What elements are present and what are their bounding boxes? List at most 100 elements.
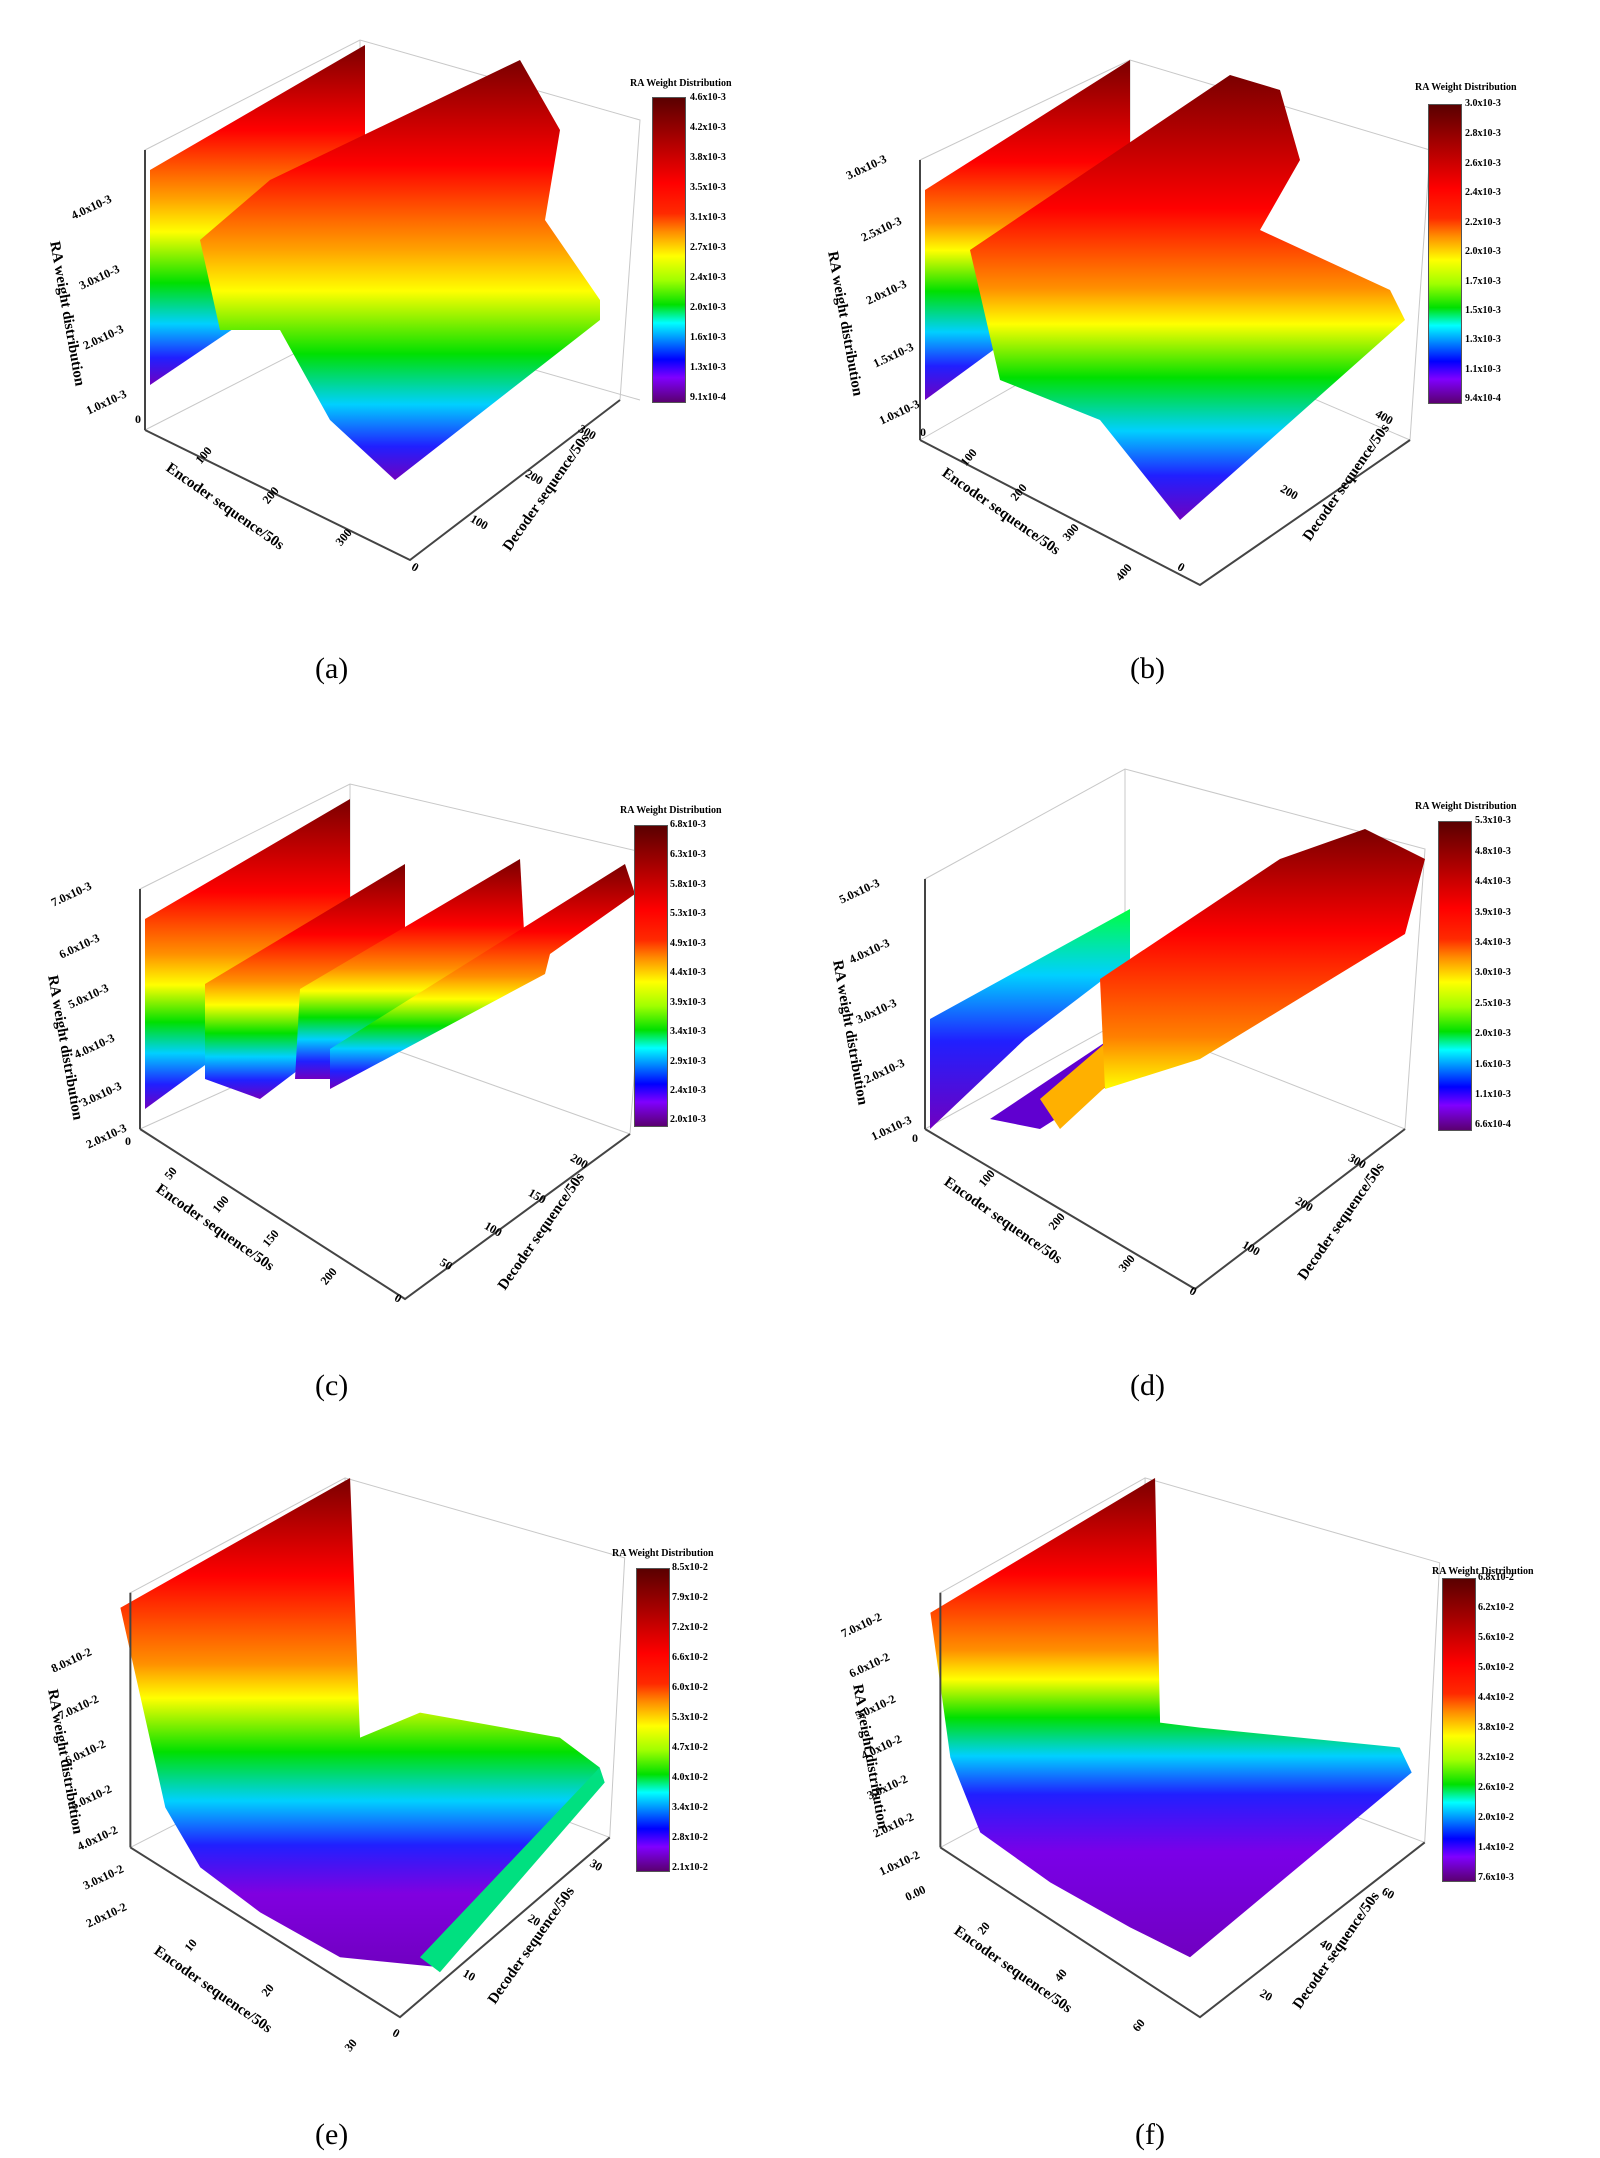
- colorbar-tick: 5.8x10-3: [670, 879, 706, 890]
- colorbar: [1442, 1578, 1476, 1882]
- colorbar-tick: 3.9x10-3: [670, 997, 706, 1008]
- panel-c: RA Weight Distribution 6.8x10-3 6.3x10-3…: [0, 719, 800, 1438]
- colorbar-tick: 2.6x10-3: [1465, 158, 1501, 169]
- colorbar-title: RA Weight Distribution: [1432, 1566, 1534, 1577]
- colorbar-tick: 2.0x10-2: [1478, 1812, 1514, 1823]
- surface-plot-e: [120, 1477, 626, 2019]
- caption-e: (e): [315, 2118, 349, 2151]
- colorbar-tick: 4.4x10-3: [670, 967, 706, 978]
- colorbar-tick: 6.6x10-2: [672, 1652, 708, 1663]
- colorbar-tick: 1.6x10-3: [1475, 1059, 1511, 1070]
- colorbar-tick: 2.2x10-3: [1465, 217, 1501, 228]
- colorbar-tick: 4.4x10-3: [1475, 876, 1511, 887]
- colorbar-title: RA Weight Distribution: [1415, 82, 1517, 93]
- colorbar-tick: 3.4x10-3: [670, 1026, 706, 1037]
- panel-e: RA Weight Distribution 8.5x10-2 7.9x10-2…: [0, 1438, 800, 2157]
- colorbar-tick: 2.0x10-3: [1475, 1028, 1511, 1039]
- surface-plot-d: [924, 768, 1426, 1291]
- surface-plot-f: [930, 1477, 1441, 2019]
- colorbar-tick: 3.0x10-3: [1465, 98, 1501, 109]
- colorbar: [1428, 104, 1462, 404]
- colorbar-tick: 8.5x10-2: [672, 1562, 708, 1573]
- colorbar-tick: 3.8x10-2: [1478, 1722, 1514, 1733]
- colorbar-tick: 1.1x10-3: [1475, 1089, 1511, 1100]
- colorbar-tick: 1.3x10-3: [1465, 334, 1501, 345]
- colorbar-tick: 2.0x10-3: [670, 1114, 706, 1125]
- colorbar-tick: 2.1x10-2: [672, 1862, 708, 1873]
- colorbar-tick: 1.7x10-3: [1465, 276, 1501, 287]
- colorbar-tick: 6.3x10-3: [670, 849, 706, 860]
- panel-f: RA Weight Distribution 6.8x10-2 6.2x10-2…: [800, 1438, 1600, 2157]
- colorbar: [652, 97, 686, 403]
- colorbar-tick: 1.4x10-2: [1478, 1842, 1514, 1853]
- colorbar-tick: 3.4x10-2: [672, 1802, 708, 1813]
- z-tick: 0: [920, 425, 926, 439]
- colorbar-title: RA Weight Distribution: [612, 1548, 714, 1559]
- colorbar-tick: 4.0x10-2: [672, 1772, 708, 1783]
- colorbar-tick: 2.5x10-3: [1475, 998, 1511, 1009]
- colorbar-tick: 2.8x10-2: [672, 1832, 708, 1843]
- colorbar-tick: 5.3x10-2: [672, 1712, 708, 1723]
- surface-plot-c: [139, 783, 651, 1301]
- caption-d: (d): [1130, 1369, 1165, 1402]
- colorbar-tick: 7.9x10-2: [672, 1592, 708, 1603]
- colorbar-tick: 9.1x10-4: [690, 392, 726, 403]
- colorbar-tick: 1.6x10-3: [690, 332, 726, 343]
- caption-f: (f): [1135, 2118, 1165, 2151]
- colorbar-tick: 6.8x10-2: [1478, 1572, 1514, 1583]
- colorbar-tick: 4.9x10-3: [670, 938, 706, 949]
- colorbar-tick: 4.4x10-2: [1478, 1692, 1514, 1703]
- panel-a: RA Weight Distribution 4.6x10-3 4.2x10-3…: [0, 0, 800, 719]
- colorbar-tick: 3.4x10-3: [1475, 937, 1511, 948]
- colorbar-tick: 2.9x10-3: [670, 1056, 706, 1067]
- colorbar-tick: 3.9x10-3: [1475, 907, 1511, 918]
- colorbar-tick: 6.6x10-4: [1475, 1119, 1511, 1130]
- panel-b: RA Weight Distribution 3.0x10-3 2.8x10-3…: [800, 0, 1600, 719]
- colorbar-tick: 9.4x10-4: [1465, 393, 1501, 404]
- colorbar-tick: 3.1x10-3: [690, 212, 726, 223]
- colorbar-tick: 3.5x10-3: [690, 182, 726, 193]
- colorbar-title: RA Weight Distribution: [620, 805, 722, 816]
- colorbar-tick: 5.6x10-2: [1478, 1632, 1514, 1643]
- colorbar-tick: 3.8x10-3: [690, 152, 726, 163]
- colorbar-tick: 2.8x10-3: [1465, 128, 1501, 139]
- colorbar-tick: 5.3x10-3: [670, 908, 706, 919]
- colorbar-tick: 6.2x10-2: [1478, 1602, 1514, 1613]
- z-tick: 0: [912, 1131, 918, 1145]
- colorbar-tick: 3.0x10-3: [1475, 967, 1511, 978]
- colorbar: [1438, 821, 1472, 1131]
- colorbar-tick: 2.4x10-3: [1465, 187, 1501, 198]
- colorbar-tick: 2.4x10-3: [690, 272, 726, 283]
- panel-d: RA Weight Distribution 5.3x10-3 4.8x10-3…: [800, 719, 1600, 1438]
- colorbar-tick: 2.4x10-3: [670, 1085, 706, 1096]
- colorbar-tick: 2.0x10-3: [1465, 246, 1501, 257]
- caption-a: (a): [315, 652, 349, 685]
- colorbar-tick: 2.0x10-3: [690, 302, 726, 313]
- colorbar-tick: 7.2x10-2: [672, 1622, 708, 1633]
- colorbar-tick: 1.3x10-3: [690, 362, 726, 373]
- colorbar-title: RA Weight Distribution: [1415, 801, 1517, 812]
- colorbar-tick: 4.2x10-3: [690, 122, 726, 133]
- colorbar-tick: 4.8x10-3: [1475, 846, 1511, 857]
- colorbar-tick: 1.1x10-3: [1465, 364, 1501, 375]
- colorbar-tick: 6.8x10-3: [670, 819, 706, 830]
- colorbar-tick: 5.3x10-3: [1475, 815, 1511, 826]
- colorbar-tick: 7.6x10-3: [1478, 1872, 1514, 1883]
- colorbar-tick: 6.0x10-2: [672, 1682, 708, 1693]
- colorbar-tick: 4.6x10-3: [690, 92, 726, 103]
- colorbar-tick: 1.5x10-3: [1465, 305, 1501, 316]
- colorbar: [634, 825, 668, 1127]
- caption-b: (b): [1130, 652, 1165, 685]
- colorbar-tick: 2.6x10-2: [1478, 1782, 1514, 1793]
- colorbar-title: RA Weight Distribution: [630, 78, 732, 89]
- surface-plot-a: [144, 39, 641, 562]
- z-tick: 0: [125, 1134, 131, 1148]
- caption-c: (c): [315, 1369, 349, 1402]
- colorbar-tick: 5.0x10-2: [1478, 1662, 1514, 1673]
- surface-plot-b: [919, 59, 1431, 587]
- colorbar: [636, 1568, 670, 1872]
- colorbar-tick: 2.7x10-3: [690, 242, 726, 253]
- colorbar-tick: 4.7x10-2: [672, 1742, 708, 1753]
- colorbar-tick: 3.2x10-2: [1478, 1752, 1514, 1763]
- z-tick: 0: [135, 412, 141, 426]
